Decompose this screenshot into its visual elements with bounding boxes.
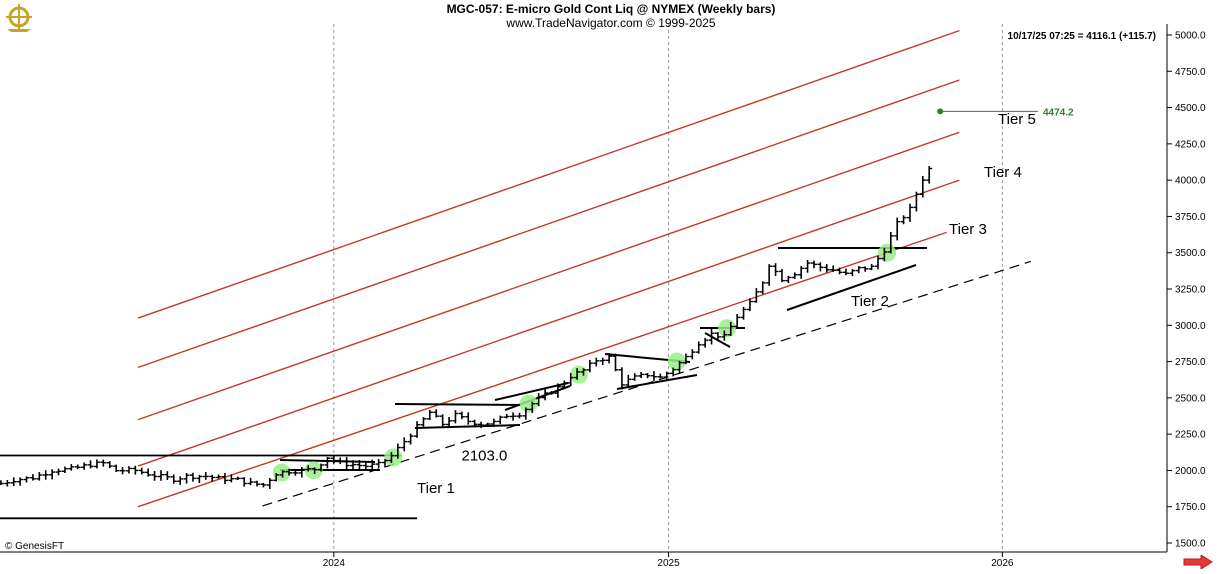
highlight-point bbox=[384, 448, 403, 467]
channel-line bbox=[137, 179, 960, 467]
tier-label: Tier 4 bbox=[984, 164, 1022, 181]
price-readout: 10/17/25 07:25 = 4116.1 (+115.7) bbox=[1007, 31, 1156, 42]
channel-line bbox=[137, 29, 960, 319]
level-label: 2103.0 bbox=[461, 447, 507, 464]
x-tick-label: 2025 bbox=[657, 558, 680, 569]
copyright-text: © GenesisFT bbox=[5, 541, 65, 552]
y-tick-label: 2000.0 bbox=[1175, 466, 1206, 477]
target-point bbox=[937, 108, 944, 115]
highlight-point bbox=[272, 463, 291, 482]
highlight-points bbox=[272, 243, 897, 482]
y-tick-label: 4000.0 bbox=[1175, 176, 1206, 187]
x-tick-label: 2026 bbox=[991, 558, 1014, 569]
y-tick-label: 1750.0 bbox=[1175, 502, 1206, 513]
x-axis: 2024 2025 2026 bbox=[0, 551, 1167, 569]
y-tick-label: 1500.0 bbox=[1175, 539, 1206, 550]
chart-grid bbox=[333, 24, 1003, 552]
ship-wheel-logo-icon bbox=[3, 3, 35, 38]
tier-label: Tier 2 bbox=[851, 293, 889, 310]
y-tick-label: 5000.0 bbox=[1175, 31, 1206, 42]
annotations: 2103.0 4474.2 Tier 1 Tier 2 Tier 3 Tier 4 Tier… bbox=[417, 107, 1074, 497]
y-tick-label: 4750.0 bbox=[1175, 67, 1206, 78]
y-tick-label: 2250.0 bbox=[1175, 430, 1206, 441]
highlight-point bbox=[878, 243, 897, 262]
tier-label: Tier 1 bbox=[417, 480, 455, 497]
highlight-point bbox=[718, 319, 737, 338]
channel-line bbox=[137, 79, 960, 369]
right-arrow-icon[interactable] bbox=[1183, 554, 1213, 574]
channel-lines bbox=[0, 29, 1031, 520]
price-bars bbox=[0, 166, 933, 490]
channel-line bbox=[137, 131, 960, 421]
y-tick-label: 4250.0 bbox=[1175, 139, 1206, 150]
y-tick-label: 3500.0 bbox=[1175, 248, 1206, 259]
highlight-point bbox=[569, 365, 588, 384]
tier-label: Tier 3 bbox=[949, 221, 987, 238]
y-tick-label: 3250.0 bbox=[1175, 285, 1206, 296]
target-label: 4474.2 bbox=[1043, 107, 1074, 118]
tier-label: Tier 5 bbox=[998, 111, 1036, 128]
y-tick-label: 3750.0 bbox=[1175, 212, 1206, 223]
chart-subtitle: www.TradeNavigator.com © 1999-2025 bbox=[506, 16, 716, 30]
chart-title: MGC-057: E-micro Gold Cont Liq @ NYMEX (… bbox=[446, 2, 776, 16]
x-tick-label: 2024 bbox=[323, 558, 346, 569]
channel-line bbox=[137, 231, 947, 508]
highlight-point bbox=[304, 461, 323, 480]
highlight-point bbox=[667, 352, 686, 371]
y-tick-label: 3000.0 bbox=[1175, 321, 1206, 332]
highlight-point bbox=[519, 394, 538, 413]
y-axis: 1500.0 1750.0 2000.0 2250.0 2500.0 2750.0 3000… bbox=[1166, 24, 1206, 552]
y-tick-label: 4500.0 bbox=[1175, 103, 1206, 114]
y-tick-label: 2750.0 bbox=[1175, 357, 1206, 368]
y-tick-label: 2500.0 bbox=[1175, 393, 1206, 404]
